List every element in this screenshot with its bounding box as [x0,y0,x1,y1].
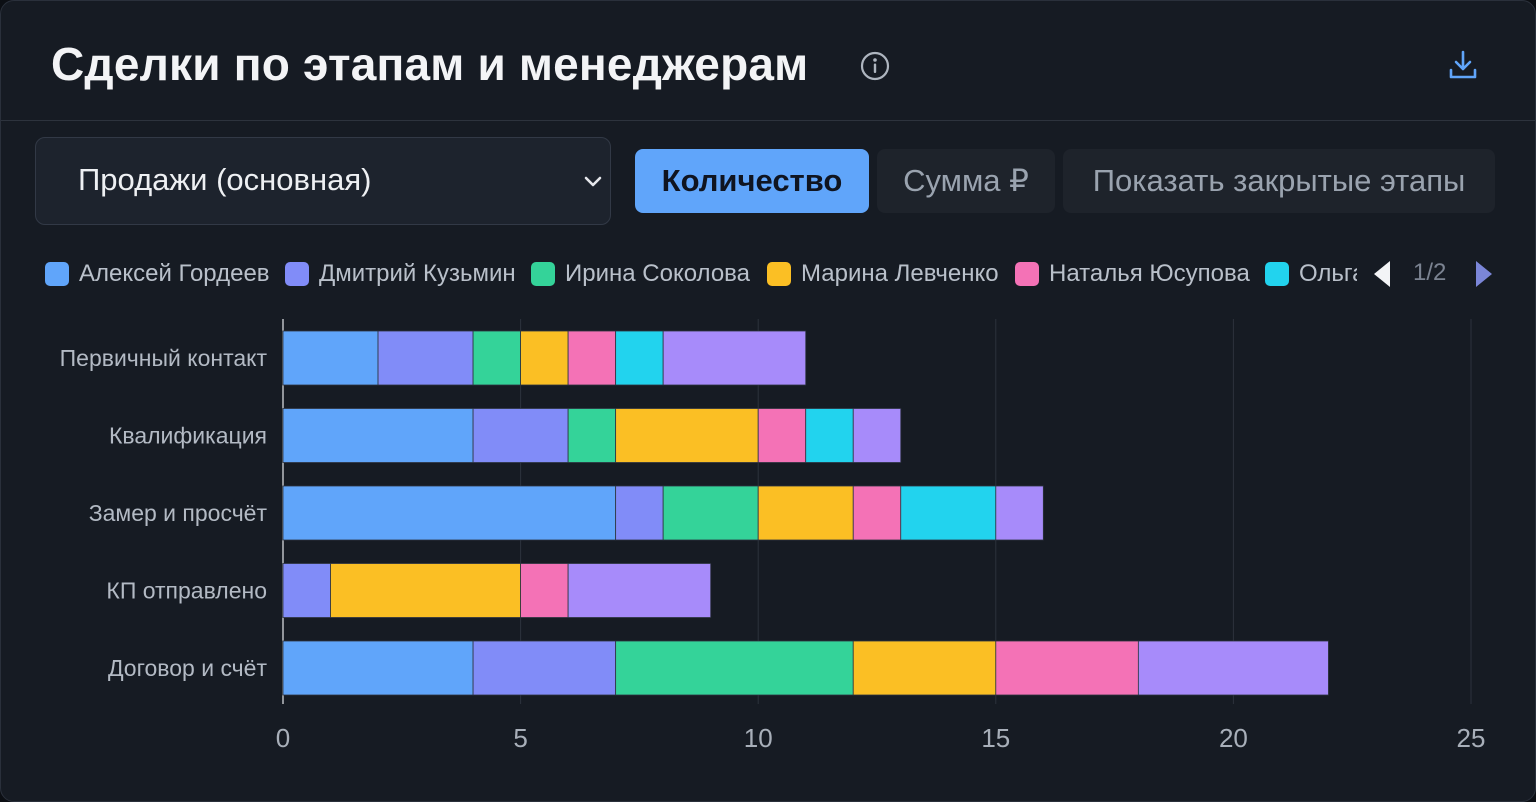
bar-segment[interactable] [805,408,854,463]
bar-segment[interactable] [662,485,759,541]
bar-segment[interactable] [282,563,331,618]
x-tick-label: 10 [744,723,773,753]
chevron-right-icon[interactable] [1473,259,1495,289]
bar-segment[interactable] [662,330,807,386]
bar-segment[interactable] [615,485,664,541]
bar-segment[interactable] [472,408,569,463]
x-tick-label: 20 [1219,723,1248,753]
bar-segment[interactable] [852,485,902,541]
chevron-left-icon[interactable] [1371,259,1393,289]
bar-segment[interactable] [282,485,617,541]
legend-item[interactable]: Ирина Соколова [531,259,750,289]
y-category-label: Квалификация [109,423,267,449]
legend-label: Наталья Юсупова [1049,260,1250,287]
bar-segment[interactable] [615,640,854,696]
legend-item[interactable]: Ольга [1265,259,1357,289]
bar-segment[interactable] [615,408,759,463]
bar-segment[interactable] [520,563,569,618]
bar-segment[interactable] [567,330,617,386]
legend-item[interactable]: Дмитрий Кузьмин [285,259,516,289]
bar-segment[interactable] [472,330,521,386]
bar-segment[interactable] [282,640,474,696]
bar-segment[interactable] [520,330,569,386]
bar-segment[interactable] [852,640,997,696]
x-tick-label: 15 [981,723,1010,753]
legend-label: Марина Левченко [801,260,999,287]
x-tick-label: 0 [276,723,290,753]
bar-segment[interactable] [852,408,902,463]
x-tick-label: 5 [513,723,527,753]
y-category-label: Замер и просчёт [89,500,268,526]
legend-label: Ольга [1299,260,1357,287]
legend-swatch [285,262,309,286]
bar-segment[interactable] [757,485,854,541]
sum-mode-button[interactable]: Сумма ₽ [877,149,1055,213]
x-tick-label: 25 [1457,723,1486,753]
pipeline-select[interactable]: Продажи (основная) [35,137,611,225]
legend-swatch [1265,262,1289,286]
bar-segment[interactable] [615,330,664,386]
legend-page-indicator: 1/2 [1413,259,1447,286]
stacked-bar-chart: 0 5 10 15 20 25 Первичный контакт Квалификация З… [60,319,1486,753]
legend-item[interactable]: Наталья Юсупова [1015,259,1250,289]
bar-segment[interactable] [282,408,474,463]
legend-swatch [531,262,555,286]
show-closed-stages-button[interactable]: Показать закрытые этапы [1063,149,1495,213]
legend-swatch [767,262,791,286]
bar-segment[interactable] [567,408,617,463]
y-category-label: Договор и счёт [108,655,267,681]
bar-segment[interactable] [995,640,1139,696]
bar-segment[interactable] [1137,640,1329,696]
bar-segment[interactable] [377,330,474,386]
bar-segment[interactable] [900,485,997,541]
legend-label: Алексей Гордеев [79,260,270,287]
info-icon[interactable] [859,50,891,82]
bar-segment[interactable] [282,330,379,386]
bar-segment[interactable] [757,408,807,463]
legend-swatch [1015,262,1039,286]
bar-segment[interactable] [472,640,617,696]
chart-legend: Алексей Гордеев Дмитрий Кузьмин Ирина Соко… [45,259,1357,289]
download-icon[interactable] [1445,47,1481,83]
legend-swatch [45,262,69,286]
legend-item[interactable]: Марина Левченко [767,259,999,289]
y-category-label: КП отправлено [106,578,267,604]
count-mode-button[interactable]: Количество [635,149,869,213]
bar-segment[interactable] [995,485,1044,541]
legend-item[interactable]: Алексей Гордеев [45,259,270,289]
pipeline-select-value: Продажи (основная) [78,162,372,197]
bar-segment[interactable] [330,563,521,618]
page-title: Сделки по этапам и менеджерам [51,38,809,90]
legend-label: Ирина Соколова [565,260,750,287]
y-category-label: Первичный контакт [60,345,268,371]
card-header: Сделки по этапам и менеджерам [1,1,1535,121]
legend-label: Дмитрий Кузьмин [319,260,516,287]
chevron-down-icon [584,176,602,187]
bar-segment[interactable] [567,563,712,618]
